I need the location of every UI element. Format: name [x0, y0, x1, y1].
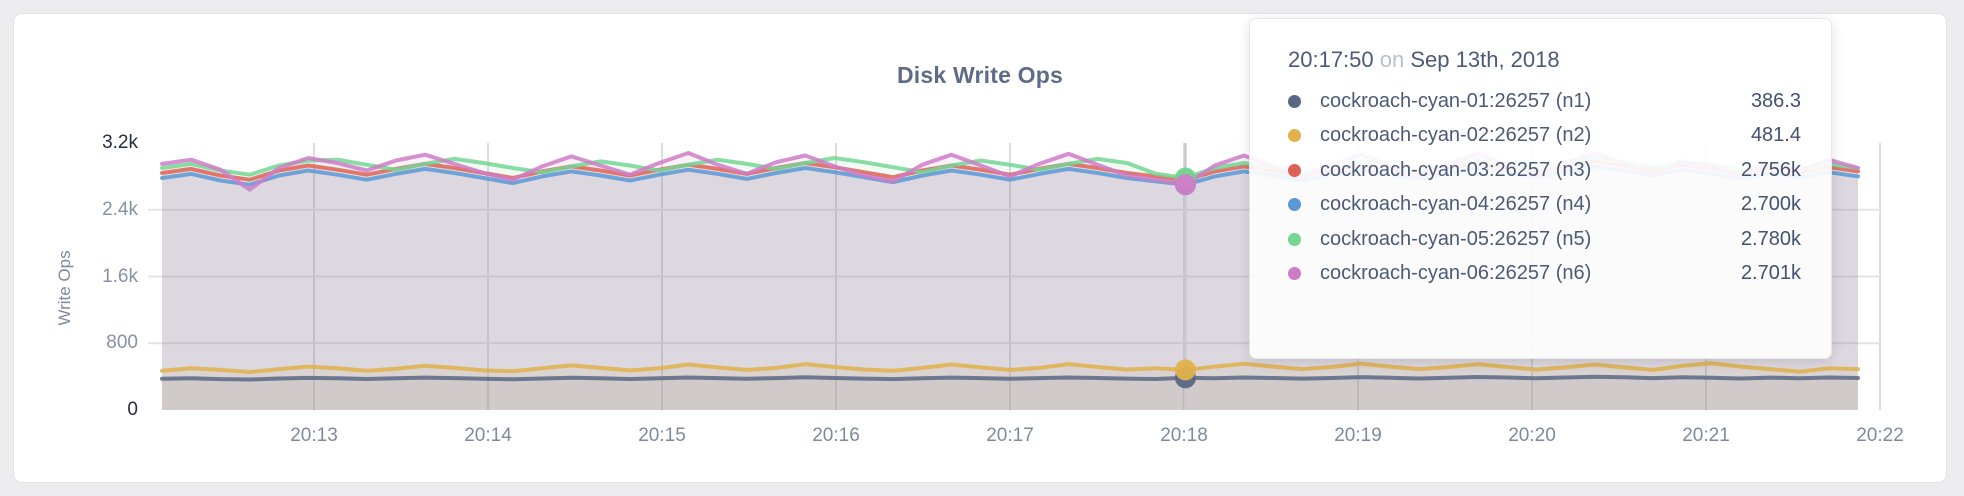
tooltip-series-value: 2.756k — [1740, 158, 1801, 181]
tooltip-row: cockroach-cyan-02:26257 (n2) 481.4 — [1288, 119, 1801, 154]
series-color-dot-icon — [1288, 163, 1301, 177]
y-tick-label: 800 — [106, 332, 138, 354]
series-color-dot-icon — [1288, 94, 1301, 108]
tooltip-series-value: 2.701k — [1740, 262, 1801, 285]
chart-title: Disk Write Ops — [897, 62, 1063, 88]
tooltip-series-value: 2.780k — [1740, 227, 1801, 250]
y-tick-label: 0 — [127, 399, 138, 420]
x-tick-label: 20:13 — [290, 425, 338, 446]
x-tick-label: 20:19 — [1334, 425, 1382, 446]
tooltip-series-value: 481.4 — [1750, 124, 1801, 147]
tooltip-series-name: cockroach-cyan-02:26257 (n2) — [1320, 124, 1592, 147]
series-color-dot-icon — [1288, 129, 1301, 143]
x-tick-label: 20:20 — [1508, 425, 1556, 446]
series-area-1 — [162, 376, 1858, 410]
tooltip-row: cockroach-cyan-06:26257 (n6) 2.701k — [1288, 257, 1801, 292]
hover-tooltip: 20:17:50 on Sep 13th, 2018 cockroach-cya… — [1249, 18, 1832, 359]
tooltip-series-name: cockroach-cyan-01:26257 (n1) — [1320, 89, 1592, 112]
tooltip-series-value: 2.700k — [1740, 193, 1801, 216]
x-tick-label: 20:18 — [1160, 425, 1208, 446]
series-line-2 — [160, 361, 1860, 374]
tooltip-header: 20:17:50 on Sep 13th, 2018 — [1288, 45, 1801, 75]
tooltip-row: cockroach-cyan-03:26257 (n3) 2.756k — [1288, 153, 1801, 188]
tooltip-series-value: 386.3 — [1750, 89, 1801, 112]
x-tick-label: 20:17 — [986, 425, 1034, 446]
tooltip-series-name: cockroach-cyan-04:26257 (n4) — [1320, 193, 1592, 216]
tooltip-series-name: cockroach-cyan-06:26257 (n6) — [1320, 262, 1592, 285]
tooltip-connector: on — [1379, 47, 1405, 72]
series-color-dot-icon — [1288, 198, 1301, 212]
series-line-1 — [160, 374, 1860, 382]
tooltip-time: 20:17:50 — [1288, 47, 1374, 72]
tooltip-series-name: cockroach-cyan-03:26257 (n3) — [1320, 158, 1592, 181]
x-tick-label: 20:15 — [638, 425, 686, 446]
hover-dot-2 — [1174, 359, 1196, 381]
series-color-dot-icon — [1288, 267, 1301, 281]
y-tick-label: 1.6k — [102, 265, 138, 287]
x-tick-label: 20:21 — [1682, 425, 1730, 446]
y-tick-label: 3.2k — [102, 132, 138, 153]
x-tick-label: 20:22 — [1856, 425, 1904, 446]
tooltip-row: cockroach-cyan-04:26257 (n4) 2.700k — [1288, 188, 1801, 223]
tooltip-date: Sep 13th, 2018 — [1410, 47, 1560, 72]
series-area-2 — [162, 363, 1858, 410]
x-tick-label: 20:14 — [464, 425, 512, 446]
series-color-dot-icon — [1288, 232, 1301, 246]
tooltip-row: cockroach-cyan-01:26257 (n1) 386.3 — [1288, 84, 1801, 119]
x-tick-label: 20:16 — [812, 425, 860, 446]
tooltip-row: cockroach-cyan-05:26257 (n5) 2.780k — [1288, 222, 1801, 257]
y-tick-label: 2.4k — [102, 198, 138, 220]
hover-dot-6 — [1174, 174, 1196, 196]
tooltip-series-name: cockroach-cyan-05:26257 (n5) — [1320, 227, 1592, 250]
